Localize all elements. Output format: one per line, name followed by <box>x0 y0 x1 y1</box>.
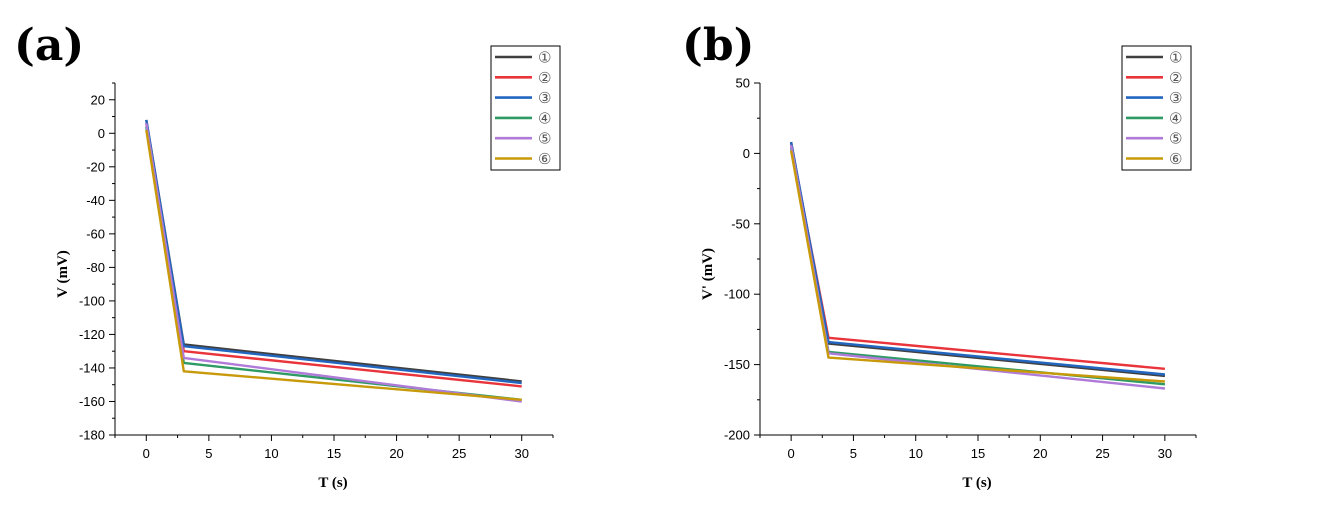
legend-label-2: ② <box>1169 69 1182 87</box>
legend-label-3: ③ <box>1169 89 1182 107</box>
y-tick-label: -140 <box>79 360 105 375</box>
x-tick-label: 10 <box>908 446 922 461</box>
panel-label: (a) <box>14 20 84 71</box>
y-axis-title: V (mV) <box>55 250 71 298</box>
series-line-6 <box>789 150 1165 383</box>
x-tick-label: 5 <box>205 446 212 461</box>
series-line-2 <box>789 144 1166 370</box>
x-tick-label: 15 <box>327 446 341 461</box>
y-tick-label: -120 <box>79 327 105 342</box>
legend-label-1: ① <box>538 49 551 67</box>
x-tick-label: 30 <box>514 446 528 461</box>
x-axis-title: T (s) <box>318 475 347 491</box>
x-tick-label: 10 <box>264 446 278 461</box>
y-tick-label: -50 <box>731 216 750 231</box>
series-line-1 <box>789 141 1166 378</box>
y-tick-label: -100 <box>724 287 750 302</box>
x-tick-label: 15 <box>971 446 985 461</box>
panel-label: (b) <box>682 20 754 71</box>
y-tick-label: -200 <box>724 428 750 443</box>
x-tick-label: 30 <box>1158 446 1172 461</box>
y-tick-label: -60 <box>86 226 105 241</box>
legend-label-1: ① <box>1169 49 1182 67</box>
x-tick-label: 5 <box>850 446 857 461</box>
legend-label-4: ④ <box>538 109 551 127</box>
series-line-3 <box>145 119 522 385</box>
legend-label-2: ② <box>538 69 551 87</box>
legend-label-4: ④ <box>1169 109 1182 127</box>
x-tick-label: 20 <box>389 446 403 461</box>
series-line-5 <box>145 123 522 403</box>
x-tick-label: 0 <box>143 446 150 461</box>
legend-label-5: ⑤ <box>1169 130 1182 148</box>
series-line-4 <box>789 147 1166 386</box>
legend: ① ② ③ ④ ⑤ ⑥ <box>1121 45 1192 171</box>
x-tick-label: 25 <box>452 446 466 461</box>
x-tick-label: 25 <box>1095 446 1109 461</box>
y-tick-label: 20 <box>91 92 105 107</box>
y-tick-label: -150 <box>724 357 750 372</box>
series-line-6 <box>145 129 522 401</box>
y-tick-label: 50 <box>736 76 750 91</box>
series-line-1 <box>145 119 522 383</box>
x-tick-label: 20 <box>1033 446 1047 461</box>
chart-panel-1: (a) 0 5 10 15 20 25 30 20 0 -20 -40 -60 -80 -100 -120 -1… <box>14 20 561 491</box>
series-line-4 <box>145 126 522 401</box>
legend-label-3: ③ <box>538 89 551 107</box>
legend-box <box>1121 45 1192 171</box>
y-tick-label: -160 <box>79 394 105 409</box>
legend-box <box>490 45 561 171</box>
y-tick-label: -180 <box>79 428 105 443</box>
x-tick-label: 0 <box>788 446 795 461</box>
y-axis-title: V' (mV) <box>700 248 716 300</box>
legend-label-5: ⑤ <box>538 130 551 148</box>
y-tick-label: -100 <box>79 293 105 308</box>
legend-label-6: ⑥ <box>1169 150 1182 168</box>
legend: ① ② ③ ④ ⑤ ⑥ <box>490 45 561 171</box>
y-tick-label: -20 <box>86 159 105 174</box>
legend-label-6: ⑥ <box>538 150 551 168</box>
y-tick-label: -40 <box>86 193 105 208</box>
y-tick-label: 0 <box>98 126 105 141</box>
x-axis-title: T (s) <box>962 475 991 491</box>
chart-panel-2: (b) 0 5 10 15 20 25 30 50 0 -50 -100 -150 -200 T (s) V'… <box>682 20 1197 491</box>
y-tick-label: -80 <box>86 260 105 275</box>
y-tick-label: 0 <box>743 146 750 161</box>
